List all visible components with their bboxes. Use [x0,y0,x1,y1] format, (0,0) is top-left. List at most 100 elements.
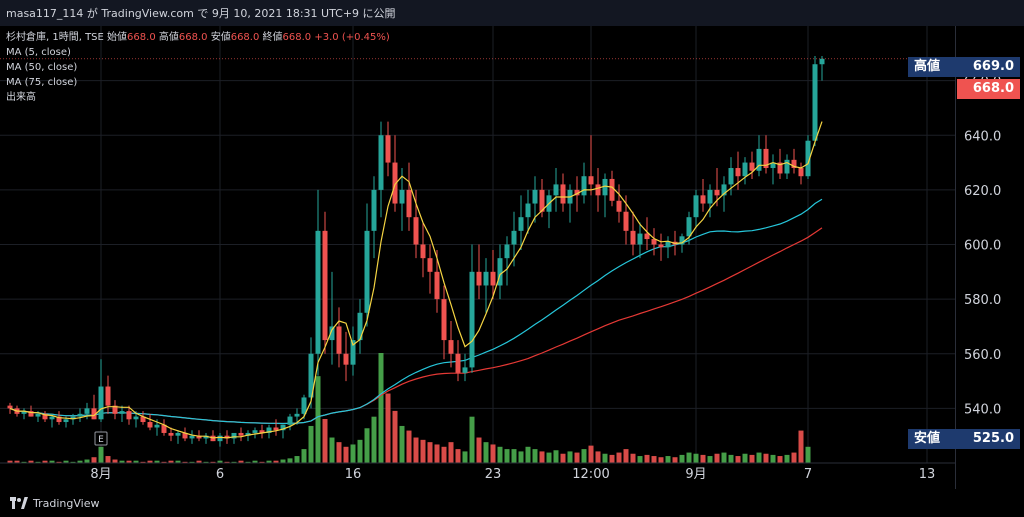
volume-bar [259,461,265,463]
legend-low-value: 668.0 [230,32,260,43]
volume-bar [315,376,321,463]
legend-ma75[interactable]: MA (75, close) [6,77,78,88]
candle-body [56,416,62,423]
candle-body [588,176,594,185]
candle-body [287,416,293,425]
candle-body [749,162,755,171]
volume-bar [14,460,20,463]
volume-bar [574,452,580,463]
legend-high-label: 高値 [158,32,179,43]
volume-bar [322,419,328,463]
time-tick-label: 13 [919,467,936,482]
volume-bar [707,456,713,463]
volume-bar [245,461,251,463]
volume-bar [182,461,188,463]
candle-body [280,424,286,431]
candle-body [112,405,118,414]
candle-body [7,405,13,409]
volume-bar [560,453,566,463]
candle-body [301,397,307,414]
price-tick-label: 600.0 [964,239,1001,254]
candle-body [28,411,34,417]
candle-body [42,413,48,420]
low-tag-label: 安値 [914,431,941,446]
chart-pane[interactable]: E 8月 6 16 23 12:00 9月 7 13 [0,26,955,489]
candle-body [133,416,139,420]
candle-body [378,135,384,190]
time-tick-label: 16 [345,467,362,482]
candle-body [560,184,566,204]
volume-bar [469,416,475,463]
volume-bar [665,456,671,463]
volume-bar [280,459,286,463]
legend-volume[interactable]: 出来高 [6,92,36,103]
volume-bar [749,454,755,463]
volume-bar [420,439,426,463]
candle-body [119,411,125,414]
candle-body [602,178,608,196]
candle-body [413,217,419,245]
candle-body [427,258,433,272]
volume-bar [399,425,405,463]
volume-bar [630,453,636,463]
candle-body [812,64,818,141]
candle-body [161,424,167,433]
candle-body [105,386,111,406]
volume-bar [70,461,76,463]
volume-bar [224,461,230,463]
candle-body [455,353,461,373]
volume-bar [756,452,762,463]
low-tag-value: 525.0 [972,431,1014,446]
candle-body [21,411,27,414]
volume-bar [742,453,748,463]
candle-body [504,244,510,259]
time-tick-label: 6 [216,467,224,482]
candle-body [595,184,601,196]
candle-body [630,230,636,245]
volume-bar [658,457,664,463]
legend-low-label: 安値 [210,32,231,43]
candle-body [245,432,251,436]
volume-bar [441,446,447,463]
candle-body [791,159,797,169]
candle-body [819,58,825,65]
high-tag-label: 高値 [914,59,941,74]
volume-bar [273,460,279,463]
candle-body [357,312,363,341]
legend-ma5[interactable]: MA (5, close) [6,47,71,58]
low-price-tag: 安値 525.0 [908,429,1020,449]
candle-body [364,230,370,313]
candle-body [371,189,377,231]
volume-bar [308,425,314,463]
volume-bar [721,452,727,463]
candle-body [770,162,776,169]
volume-bar [77,460,83,463]
volume-bar [581,449,587,463]
earnings-marker: E [98,435,104,445]
candle-body [420,244,426,259]
volume-bar [84,459,90,463]
candle-body [483,271,489,286]
candle-body [399,189,405,204]
legend-change: +3.0 (+0.45%) [314,32,390,43]
volume-bar [266,460,272,463]
ma5-line [9,121,823,439]
legend-ohlc-line: 杉村倉庫, 1時間, TSE 始値668.0 高値668.0 安値668.0 終… [6,30,390,45]
candle-body [217,435,223,442]
volume-bar [770,454,776,463]
volume-bar [616,452,622,463]
volume-bar [511,449,517,463]
candle-body [532,189,538,204]
volume-bar [154,460,160,463]
legend-ma50[interactable]: MA (50, close) [6,62,78,73]
candle-body [721,184,727,196]
volume-bar [350,444,356,463]
candle-body [91,408,97,420]
volume-bar [56,461,62,463]
time-tick-label: 23 [485,467,502,482]
chart-svg[interactable]: E 8月 6 16 23 12:00 9月 7 13 [0,26,955,489]
candle-body [728,168,734,185]
price-tick-label: 560.0 [964,348,1001,363]
volume-bar [672,457,678,463]
candle-body [700,195,706,204]
